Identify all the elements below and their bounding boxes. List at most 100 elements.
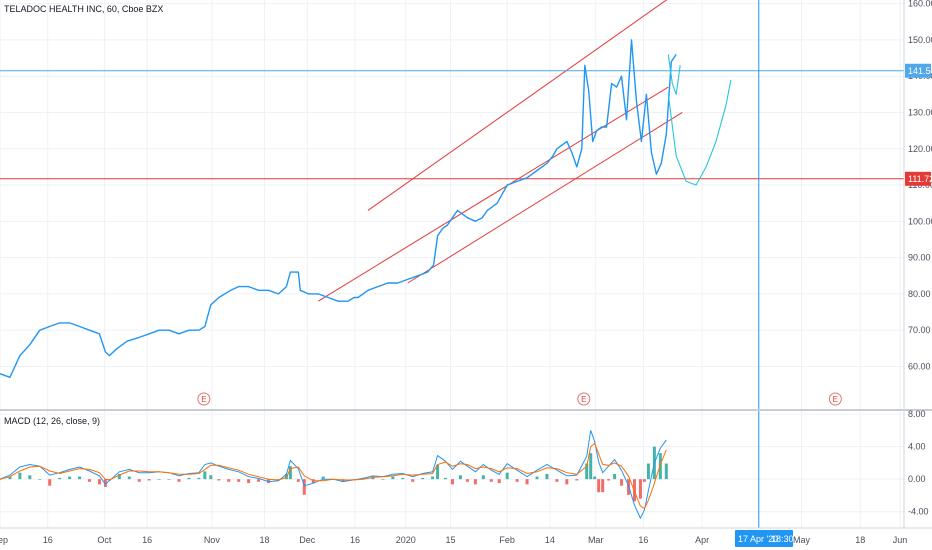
- trend-line: [317, 86, 669, 302]
- projection-path: [667, 79, 732, 186]
- macd-hist-bar: [593, 476, 597, 480]
- macd-hist-bar: [237, 479, 241, 482]
- earnings-marker-label: E: [201, 395, 206, 404]
- macd-hist-bar: [97, 479, 101, 485]
- price-tick-label: 100.00: [908, 216, 932, 226]
- time-tick-label: 15: [445, 535, 455, 545]
- macd-hist-bar: [147, 479, 151, 481]
- macd-hist-bar: [381, 479, 385, 480]
- crosshair-time-label: 18:30: [771, 534, 794, 544]
- time-tick-label: 16: [350, 535, 360, 545]
- macd-hist-bar: [157, 479, 161, 480]
- macd-hist-bar: [565, 479, 569, 485]
- macd-hist-bar: [607, 479, 611, 481]
- macd-hist-bar: [642, 479, 646, 482]
- macd-hist-bar: [421, 477, 425, 480]
- signal-line: [0, 442, 667, 510]
- level-label: 141.50: [908, 66, 932, 76]
- projection-path: [667, 54, 681, 95]
- macd-lines: [0, 430, 667, 520]
- macd-hist-bar: [515, 479, 519, 482]
- time-tick-label: 16: [638, 535, 648, 545]
- macd-hist-bar: [78, 476, 82, 480]
- earnings-marker-label: E: [581, 395, 586, 404]
- macd-hist-bar: [545, 473, 549, 480]
- trend-line: [367, 0, 668, 211]
- earnings-marker: [197, 392, 211, 406]
- price-tick-label: 80.00: [908, 289, 931, 299]
- level-label: 111.72: [908, 174, 932, 184]
- time-tick-label: Oct: [97, 535, 112, 545]
- macd-hist-bar: [8, 476, 12, 480]
- macd-hist-bar: [247, 479, 251, 484]
- macd-hist-bar: [18, 472, 22, 480]
- time-tick-label: 14: [545, 535, 555, 545]
- macd-hist-bar: [288, 466, 292, 480]
- macd-hist-bar: [664, 463, 668, 480]
- time-tick-label: 18: [855, 535, 865, 545]
- price-tick-label: 130.00: [908, 107, 932, 117]
- symbol-title: TELADOC HEALTH INC, 60, Cboe BZX: [4, 4, 163, 14]
- macd-tick-label: 0.00: [908, 474, 926, 484]
- macd-hist-bar: [137, 479, 141, 482]
- macd-hist-bar: [58, 477, 62, 480]
- macd-hist-bar: [436, 464, 440, 480]
- time-axis[interactable]: Sep 16 Oct 16 Nov 18 Dec 16 2020 15 Feb 14 Mar 16 Apr M…: [0, 535, 907, 545]
- macd-hist-bar: [401, 477, 405, 480]
- macd-hist-bar: [465, 479, 469, 482]
- macd-hist-bar: [481, 475, 485, 480]
- macd-hist-bar: [88, 479, 92, 482]
- macd-hist-bar: [203, 471, 207, 480]
- macd-hist-bar: [658, 453, 662, 480]
- main-gridlines: [0, 3, 904, 367]
- macd-hist-bar: [177, 479, 181, 482]
- price-tick-label: 160.00: [908, 0, 932, 9]
- macd-hist-bar: [489, 479, 493, 482]
- macd-hist-bar: [555, 479, 559, 482]
- vertical-gridlines: [0, 0, 901, 528]
- price-tick-label: 70.00: [908, 325, 931, 335]
- macd-hist-bar: [257, 479, 261, 482]
- macd-hist-bar: [597, 479, 601, 493]
- price-tick-label: 150.00: [908, 35, 932, 45]
- time-tick-label: 18: [260, 535, 270, 545]
- price-tick-label: 90.00: [908, 253, 931, 263]
- trend-line: [407, 112, 683, 284]
- macd-hist-bar: [217, 479, 221, 481]
- macd-hist-bar: [127, 476, 131, 480]
- macd-hist-bar: [646, 463, 650, 480]
- macd-tick-label: 4.00: [908, 442, 926, 452]
- macd-hist-bar: [296, 479, 300, 482]
- earnings-marker: [828, 392, 842, 406]
- macd-hist-bar: [444, 477, 448, 480]
- macd-title: MACD (12, 26, close, 9): [4, 416, 100, 426]
- macd-hist-bar: [227, 479, 231, 482]
- macd-hist-bar: [351, 479, 355, 480]
- macd-axis[interactable]: -4.00 0.00 4.00 8.00: [908, 409, 929, 517]
- macd-hist-bar: [391, 476, 395, 480]
- earnings-marker-label: E: [833, 395, 838, 404]
- macd-tick-label: 8.00: [908, 409, 926, 419]
- macd-hist-bar: [38, 479, 42, 480]
- level-badge: [905, 63, 931, 78]
- macd-hist-bar: [48, 479, 52, 486]
- level-labels: 141.50 111.72: [905, 63, 932, 186]
- macd-hist-bar: [431, 476, 435, 480]
- macd-hist-bar: [535, 476, 539, 480]
- price-line: [0, 39, 677, 378]
- macd-hist-bar: [589, 453, 593, 480]
- macd-hist-bar: [302, 479, 306, 495]
- time-tick-label: 2020: [396, 535, 416, 545]
- macd-hist-bar: [321, 476, 325, 480]
- macd-hist-bar: [458, 475, 462, 480]
- horizontal-levels: [0, 70, 904, 180]
- price-tick-label: 120.00: [908, 144, 932, 154]
- macd-hist-bar: [638, 479, 642, 499]
- macd-hist-bar: [585, 463, 589, 480]
- macd-hist-bar: [575, 479, 579, 481]
- time-tick-label: Nov: [204, 535, 221, 545]
- macd-hist-bar: [620, 479, 624, 486]
- macd-hist-bar: [167, 479, 171, 480]
- macd-hist-bar: [497, 479, 501, 484]
